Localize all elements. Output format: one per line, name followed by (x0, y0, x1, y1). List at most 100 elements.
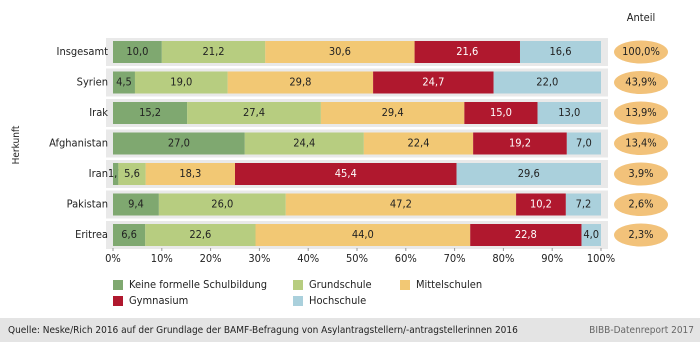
value-label: 45,4 (335, 167, 357, 180)
value-label: 16,6 (549, 45, 571, 58)
share-badge (614, 71, 668, 94)
share-label: 13,9% (625, 106, 656, 119)
bar-segment (113, 102, 188, 124)
value-label: 19,2 (509, 137, 531, 150)
y-tick-label: Eritrea (75, 228, 108, 241)
bar-segment (113, 163, 119, 185)
share-label: 100,0% (622, 45, 660, 58)
bar-segment (113, 132, 245, 155)
bar-segment (145, 163, 235, 185)
value-label: 24,7 (422, 76, 444, 89)
value-label: 24,4 (293, 137, 315, 150)
share-title: Anteil (627, 11, 656, 24)
value-label: 22,6 (189, 228, 211, 241)
value-label: 4,5 (116, 76, 132, 89)
bar-segment (145, 224, 256, 246)
y-tick-label: Pakistan (67, 198, 108, 211)
legend-swatch (113, 296, 123, 306)
value-label: 10,0 (126, 45, 148, 58)
y-tick-label: Afghanistan (49, 137, 108, 150)
x-tick-label: 70% (444, 252, 466, 265)
legend-label: Keine formelle Schulbildung (129, 278, 267, 291)
bar-segment (473, 132, 567, 155)
y-tick-label: Insgesamt (57, 45, 109, 58)
bar-segment (414, 41, 520, 63)
bar-segment (113, 71, 135, 94)
share-label: 43,9% (625, 76, 656, 89)
value-label: 27,0 (168, 137, 190, 150)
share-badge (614, 162, 668, 186)
legend-swatch (400, 280, 410, 290)
legend-swatch (293, 296, 303, 306)
y-tick-label: Iran (89, 167, 108, 180)
bar-segment (113, 224, 146, 246)
bar-segment (519, 41, 601, 63)
value-label: 27,4 (243, 106, 265, 119)
x-tick-label: 40% (297, 252, 319, 265)
bar-segment (285, 193, 517, 216)
bar-segment (537, 102, 601, 124)
legend-swatch (293, 280, 303, 290)
share-badge (614, 101, 668, 125)
bar-segment (235, 163, 457, 185)
bar-segment (255, 224, 471, 246)
bar-segment (565, 193, 601, 216)
x-tick-label: 30% (248, 252, 270, 265)
value-label: 13,0 (558, 106, 580, 119)
bar-segment (161, 41, 266, 63)
y-axis-label: Herkunft (11, 125, 22, 164)
legend-label: Hochschule (309, 294, 366, 307)
x-tick-label: 90% (541, 252, 563, 265)
value-label: 15,0 (490, 106, 512, 119)
share-label: 13,4% (625, 137, 656, 150)
value-label: 7,0 (576, 137, 592, 150)
value-label: 15,2 (139, 106, 161, 119)
bar-segment (113, 193, 159, 216)
share-badge (614, 132, 668, 155)
value-label: 44,0 (352, 228, 374, 241)
share-label: 3,9% (628, 167, 653, 180)
bar-segment (320, 102, 465, 124)
value-label: 29,4 (382, 106, 404, 119)
x-tick-label: 100% (587, 252, 615, 265)
bar-segment (113, 41, 162, 63)
value-label: 30,6 (329, 45, 351, 58)
value-label: 10,2 (530, 198, 552, 211)
value-label: 19,0 (170, 76, 192, 89)
bar-segment (566, 132, 601, 155)
share-badge (614, 40, 668, 64)
share-badge (614, 193, 668, 216)
value-label: 22,4 (407, 137, 429, 150)
x-tick-label: 20% (200, 252, 222, 265)
x-tick-label: 0% (105, 252, 121, 265)
bar-segment (118, 163, 146, 185)
x-tick-label: 60% (395, 252, 417, 265)
legend-swatch (113, 280, 123, 290)
value-label: 22,8 (515, 228, 537, 241)
value-label: 5,6 (124, 167, 140, 180)
bar-segment (134, 71, 228, 94)
bar-segment (493, 71, 601, 94)
bar-segment (158, 193, 286, 216)
bar-segment (470, 224, 582, 246)
share-label: 2,6% (628, 198, 653, 211)
footer-band (0, 318, 700, 342)
bar-segment (516, 193, 566, 216)
value-label: 22,0 (536, 76, 558, 89)
legend-label: Gymnasium (129, 294, 188, 307)
value-label: 6,6 (121, 228, 137, 241)
x-tick-label: 50% (346, 252, 368, 265)
share-badge (614, 223, 668, 247)
value-label: 29,8 (289, 76, 311, 89)
value-label: 18,3 (179, 167, 201, 180)
value-label: 21,6 (456, 45, 478, 58)
value-label: 26,0 (211, 198, 233, 211)
bar-segment (464, 102, 538, 124)
bar-segment (227, 71, 374, 94)
value-label: 4,0 (583, 228, 599, 241)
legend-label: Grundschule (309, 278, 372, 291)
value-label: 9,4 (128, 198, 144, 211)
note: BIBB-Datenreport 2017 (589, 325, 694, 336)
x-tick-label: 80% (492, 252, 514, 265)
